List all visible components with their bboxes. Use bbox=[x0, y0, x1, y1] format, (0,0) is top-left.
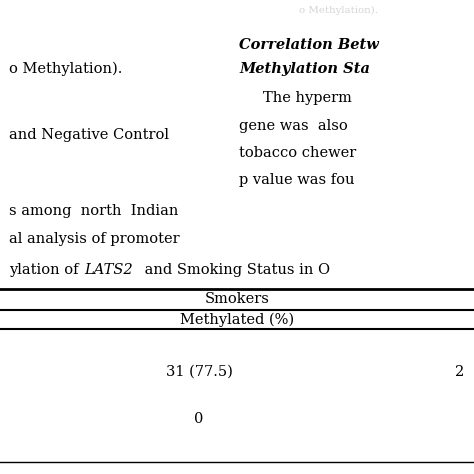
Text: s among  north  Indian: s among north Indian bbox=[9, 204, 179, 218]
Text: Smokers: Smokers bbox=[205, 292, 269, 306]
Text: Correlation Betw: Correlation Betw bbox=[239, 38, 379, 52]
Text: gene was  also: gene was also bbox=[239, 118, 348, 133]
Text: o Methylation).: o Methylation). bbox=[9, 62, 123, 76]
Text: al analysis of promoter: al analysis of promoter bbox=[9, 232, 180, 246]
Text: 2: 2 bbox=[455, 365, 465, 379]
Text: 0: 0 bbox=[194, 412, 204, 427]
Text: ylation of: ylation of bbox=[9, 263, 83, 277]
Text: LATS2: LATS2 bbox=[84, 263, 133, 277]
Text: Methylated (%): Methylated (%) bbox=[180, 312, 294, 327]
Text: o Methylation).: o Methylation). bbox=[299, 6, 378, 15]
Text: The hyperm: The hyperm bbox=[263, 91, 352, 105]
Text: and Smoking Status in O: and Smoking Status in O bbox=[140, 263, 330, 277]
Text: 31 (77.5): 31 (77.5) bbox=[165, 365, 233, 379]
Text: and Negative Control: and Negative Control bbox=[9, 128, 170, 142]
Text: tobacco chewer: tobacco chewer bbox=[239, 146, 356, 160]
Text: Methylation Sta: Methylation Sta bbox=[239, 62, 370, 76]
Text: p value was fou: p value was fou bbox=[239, 173, 355, 187]
